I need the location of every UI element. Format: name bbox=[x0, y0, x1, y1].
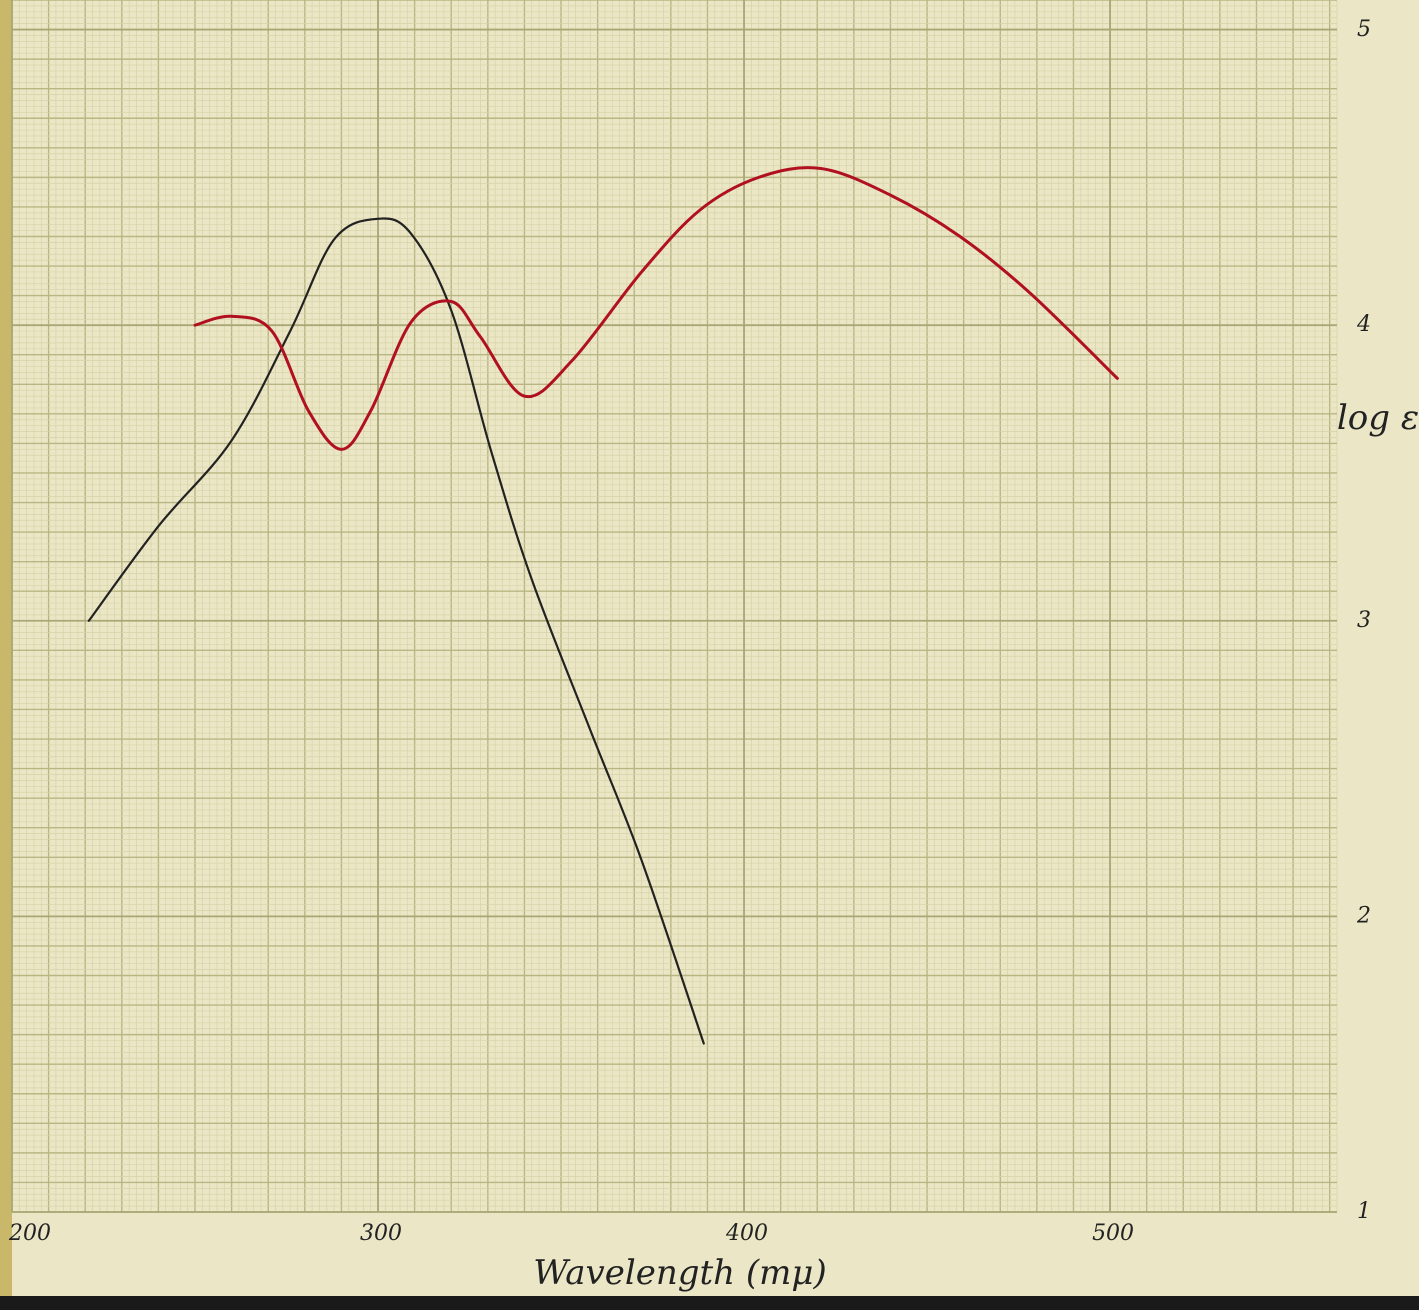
y-axis-label: log ε bbox=[1337, 398, 1419, 438]
y-tick-label: 5 bbox=[1357, 17, 1371, 42]
x-tick-label: 500 bbox=[1092, 1221, 1134, 1246]
x-axis-label: Wavelength (mμ) bbox=[533, 1253, 826, 1293]
chart: Wavelength (mμ) log ε 200 300 400 500 1 2 3 4 5 bbox=[0, 0, 1419, 1310]
y-tick-label: 4 bbox=[1356, 312, 1371, 337]
y-tick-label: 3 bbox=[1357, 608, 1371, 633]
paper-edge bbox=[0, 0, 12, 1310]
y-tick-label: 1 bbox=[1357, 1199, 1371, 1224]
scan-edge bbox=[0, 1296, 1419, 1310]
x-tick-label: 400 bbox=[725, 1221, 768, 1246]
x-tick-label: 200 bbox=[8, 1221, 51, 1246]
y-tick-label: 2 bbox=[1356, 903, 1371, 928]
x-tick-label: 300 bbox=[360, 1221, 402, 1246]
paper bbox=[0, 0, 1419, 1310]
